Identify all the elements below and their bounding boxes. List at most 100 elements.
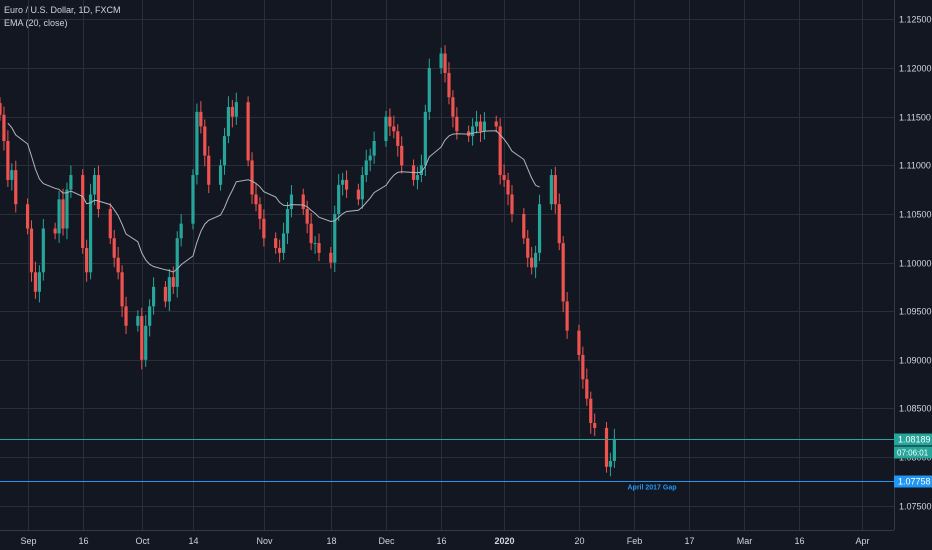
candle-body [384, 116, 388, 142]
candle-body [305, 209, 309, 224]
candle [396, 124, 400, 157]
candle [317, 233, 321, 262]
candle-body [151, 286, 156, 307]
time-tick-label: Feb [627, 536, 643, 546]
candle-body [41, 228, 45, 273]
candle-body [262, 218, 266, 239]
candle [218, 159, 223, 191]
candle [53, 222, 57, 240]
price-axis-background [894, 0, 932, 550]
candle [419, 154, 424, 183]
candle-body [10, 170, 14, 180]
candle-body [222, 136, 227, 166]
candle [309, 212, 313, 251]
candle-body [25, 204, 30, 229]
time-tick-label: Apr [855, 536, 869, 546]
candle [85, 239, 89, 282]
candle-body [163, 286, 168, 302]
candle [364, 149, 368, 183]
candle-body [2, 114, 6, 142]
candle [494, 115, 498, 133]
gap-price-badge [894, 475, 932, 488]
time-tick-label: 16 [78, 536, 88, 546]
candle [69, 165, 73, 198]
candle-body [92, 175, 97, 195]
candle [226, 96, 231, 144]
candle-body [329, 252, 333, 263]
candle-body [498, 126, 502, 176]
candle-body [96, 175, 101, 210]
candle-body [175, 238, 179, 287]
candle-body [53, 228, 57, 234]
price-tick-label: 1.08500 [899, 404, 932, 414]
candle-body [419, 165, 424, 176]
candle [557, 193, 561, 251]
candle-body [207, 155, 211, 185]
candle-body [37, 272, 41, 292]
candle [136, 310, 140, 332]
candle [37, 265, 41, 303]
candle [179, 214, 183, 247]
candle [175, 231, 179, 298]
candle [144, 315, 148, 367]
candle-body [112, 238, 116, 258]
candle-body [108, 209, 112, 239]
candle [498, 118, 502, 185]
candle-body [148, 306, 152, 326]
price-tick-label: 1.09000 [899, 356, 932, 366]
time-tick-label: Sep [20, 536, 36, 546]
candle-body [396, 131, 400, 146]
time-tick-label: 17 [684, 536, 694, 546]
time-tick-label: 16 [436, 536, 446, 546]
candle [163, 281, 168, 308]
candle-body [553, 175, 557, 205]
candle [368, 148, 372, 172]
chart-legend[interactable]: Euro / U.S. Dollar, 1D, FXCM EMA (20, cl… [4, 4, 121, 30]
candle-body [140, 316, 144, 360]
candle [530, 247, 534, 275]
candle-body [278, 247, 282, 253]
price-tick-label: 1.07500 [899, 502, 932, 512]
price-axis[interactable]: 1.12500 1.12000 1.11500 1.11000 1.10500 1.100… [894, 0, 932, 550]
candle-body [195, 111, 199, 176]
candle [289, 185, 294, 218]
candle-body [427, 68, 431, 112]
countdown-value: 07:06:01 [897, 449, 929, 458]
candle-body [344, 179, 349, 190]
candle [478, 114, 483, 142]
candle-body [14, 170, 18, 205]
candle-body [482, 121, 487, 132]
candle-body [364, 160, 368, 176]
gap-line-label: April 2017 Gap [627, 485, 676, 492]
candle-body [29, 228, 34, 273]
price-tick-label: 1.11000 [899, 161, 931, 171]
candle-body [254, 194, 258, 205]
time-axis[interactable]: Sep 16 Oct 14 Nov 18 Dec 16 2020 20 Feb 17 Mar 16 Apr [0, 530, 894, 547]
candle [112, 229, 116, 268]
candle [171, 266, 175, 294]
candle-body [258, 204, 262, 219]
candle [482, 112, 487, 140]
legend-symbol[interactable]: Euro / U.S. Dollar, 1D, FXCM [4, 5, 121, 15]
candle-body [313, 243, 317, 245]
candle-body [6, 141, 10, 180]
candle-body [289, 194, 294, 210]
candle [191, 169, 195, 230]
time-tick-label: Dec [378, 536, 395, 546]
candle [301, 188, 305, 215]
candle [333, 205, 337, 273]
time-tick-label: 20 [574, 536, 584, 546]
legend-indicator[interactable]: EMA (20, close) [4, 18, 68, 28]
candle [526, 229, 530, 268]
candle-body [301, 194, 305, 210]
candle-body [470, 126, 475, 137]
price-tick-label: 1.12000 [899, 64, 932, 74]
candle-body [341, 179, 345, 185]
candle-body [372, 141, 376, 156]
candle [254, 183, 258, 212]
candle-body [593, 423, 597, 428]
candle-body [179, 223, 183, 239]
price-tick-label: 1.12500 [899, 15, 932, 25]
candle [537, 194, 542, 262]
